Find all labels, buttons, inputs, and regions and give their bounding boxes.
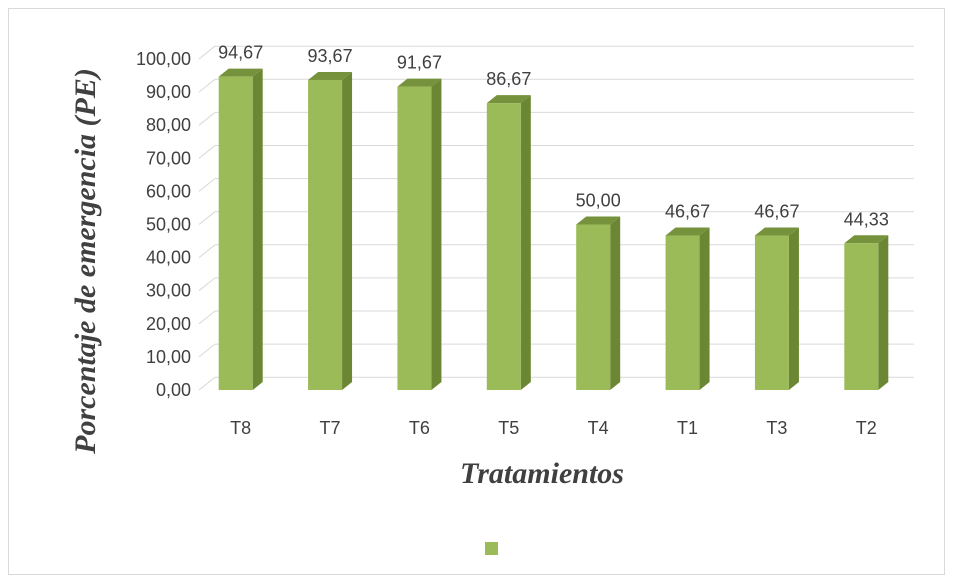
x-tick-label: T3 <box>766 418 787 438</box>
gridline-depth <box>198 112 216 126</box>
bar-top <box>576 216 621 225</box>
y-tick-label: 10,00 <box>146 347 191 367</box>
bar-chart: 0,00 10,00 20,00 30,00 40,00 50,00 60,00 70,00 8… <box>69 43 914 555</box>
y-tick-label: 70,00 <box>146 148 191 168</box>
x-tick-label: T6 <box>409 418 430 438</box>
x-tick-label: T8 <box>230 418 251 438</box>
bar-top <box>844 235 889 244</box>
data-label: 44,33 <box>844 209 889 229</box>
gridlines <box>198 45 914 391</box>
gridline-depth <box>198 277 216 292</box>
data-label: 46,67 <box>754 202 799 222</box>
data-label: 86,67 <box>486 69 531 89</box>
bar-top <box>218 68 263 77</box>
data-label: 94,67 <box>218 43 263 63</box>
bar <box>844 243 879 390</box>
y-tick-label: 0,00 <box>156 380 191 400</box>
bar <box>754 235 789 390</box>
gridline-depth <box>198 376 216 391</box>
y-axis-ticks: 0,00 10,00 20,00 30,00 40,00 50,00 60,00 70,00 8… <box>136 49 191 400</box>
bar <box>308 79 343 390</box>
bar-side <box>788 227 799 390</box>
bar-side <box>878 235 889 390</box>
bar <box>397 86 432 390</box>
gridline-depth <box>198 310 216 325</box>
y-tick-label: 100,00 <box>136 49 191 69</box>
y-tick-label: 50,00 <box>146 215 191 235</box>
y-tick-label: 40,00 <box>146 248 191 268</box>
x-tick-label: T5 <box>498 418 519 438</box>
chart-frame: 0,00 10,00 20,00 30,00 40,00 50,00 60,00 70,00 8… <box>8 8 945 575</box>
gridline-depth <box>198 178 216 192</box>
bar-side <box>431 78 442 390</box>
bar-top <box>397 78 442 87</box>
y-tick-label: 80,00 <box>146 115 191 135</box>
legend-swatch <box>485 542 498 555</box>
bar-side <box>252 68 263 390</box>
x-axis-ticks: T8 T7 T6 T5 T4 T1 T3 T2 <box>230 418 877 438</box>
bar-side <box>342 71 353 390</box>
gridline-depth <box>198 244 216 258</box>
gridline-depth <box>198 343 216 358</box>
data-label: 91,67 <box>397 53 442 73</box>
x-tick-label: T2 <box>856 418 877 438</box>
y-tick-label: 30,00 <box>146 281 191 301</box>
bar-top <box>754 227 799 236</box>
data-label: 93,67 <box>308 46 353 66</box>
y-tick-label: 60,00 <box>146 181 191 201</box>
bar-top <box>486 95 531 104</box>
bar-top <box>308 71 353 80</box>
bars <box>218 68 889 390</box>
bar-top <box>665 227 710 236</box>
x-axis-title: Tratamientos <box>460 457 624 490</box>
y-axis-title: Porcentaje de emergencia (PE) <box>69 68 102 455</box>
y-tick-label: 90,00 <box>146 82 191 102</box>
gridline-depth <box>198 45 216 60</box>
bar <box>665 235 700 390</box>
gridline-depth <box>198 145 216 159</box>
bar <box>576 224 611 390</box>
y-tick-label: 20,00 <box>146 314 191 334</box>
gridline-depth <box>198 78 216 93</box>
data-label: 50,00 <box>576 191 621 211</box>
data-label: 46,67 <box>665 202 710 222</box>
bar <box>486 103 521 390</box>
bar <box>218 76 253 390</box>
gridline-depth <box>198 211 216 225</box>
bar-side <box>699 227 710 390</box>
x-tick-label: T4 <box>588 418 609 438</box>
bar-side <box>520 95 531 390</box>
x-tick-label: T7 <box>320 418 341 438</box>
data-labels: 94,67 93,67 91,67 86,67 50,00 46,67 46,67 44,33 <box>218 43 889 230</box>
x-tick-label: T1 <box>677 418 698 438</box>
bar-side <box>610 216 621 390</box>
